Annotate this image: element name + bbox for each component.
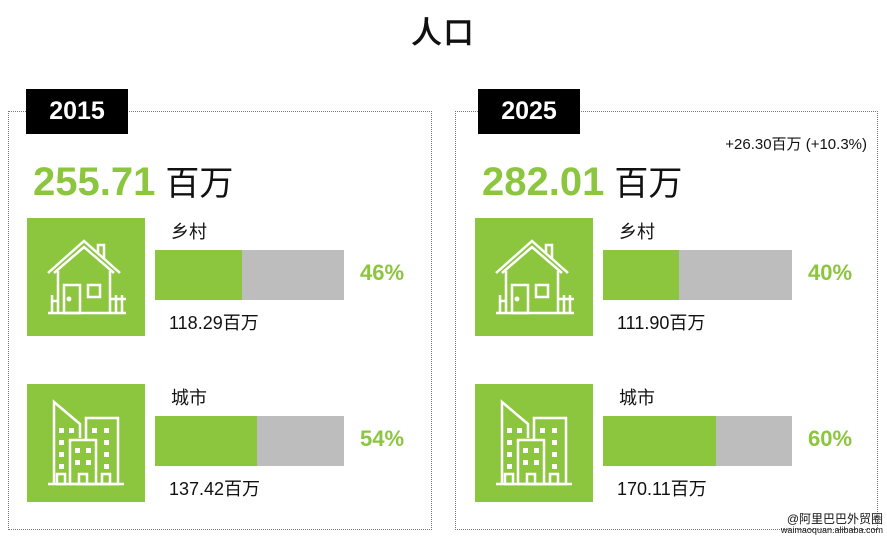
watermark-line1: @阿里巴巴外贸圈 xyxy=(786,511,883,526)
rural-label: 乡村 xyxy=(171,222,207,242)
total-population: 282.01 百万 xyxy=(482,156,682,205)
total-population: 255.71 百万 xyxy=(33,156,233,205)
house-icon xyxy=(475,218,593,336)
total-value: 282.01 xyxy=(482,160,605,204)
rural-percent: 46% xyxy=(360,260,405,285)
urban-percent: 54% xyxy=(360,426,405,451)
rural-value: 118.29百万 xyxy=(169,313,259,333)
total-unit: 百万 xyxy=(614,165,683,203)
panel-2025: 2025 +26.30百万 (+10.3%) 282.01 百万 xyxy=(455,89,878,530)
urban-bar-fill xyxy=(603,416,717,466)
rural-bar xyxy=(603,250,792,300)
urban-row: 城市 60% 170.11百万 xyxy=(475,384,875,502)
rural-label: 乡村 xyxy=(619,222,655,242)
urban-row: 城市 54% 137.42百万 xyxy=(27,384,427,502)
urban-label: 城市 xyxy=(619,388,655,408)
urban-value: 137.42百万 xyxy=(169,479,261,499)
urban-bar-fill xyxy=(155,416,258,466)
buildings-icon xyxy=(27,384,145,502)
total-value: 255.71 xyxy=(33,160,156,204)
rural-bar-fill xyxy=(603,250,679,300)
watermark: @阿里巴巴外贸圈 waimaoquan.alibaba.com xyxy=(781,513,883,535)
urban-bar xyxy=(603,416,792,466)
urban-percent: 60% xyxy=(808,426,853,451)
buildings-icon xyxy=(475,384,593,502)
rural-row: 乡村 46% 118.29百万 xyxy=(27,218,427,336)
rural-percent: 40% xyxy=(808,260,853,285)
urban-bar xyxy=(155,416,344,466)
rural-row: 乡村 40% 111.90百万 xyxy=(475,218,875,336)
watermark-line2: waimaoquan.alibaba.com xyxy=(780,524,883,535)
rural-bar-fill xyxy=(155,250,242,300)
change-annotation: +26.30百万 (+10.3%) xyxy=(725,136,867,153)
urban-value: 170.11百万 xyxy=(617,479,707,499)
panel-2015: 2015 255.71 百万 乡村 xyxy=(8,89,432,530)
rural-value: 111.90百万 xyxy=(617,313,706,333)
page-title: 人口 xyxy=(411,17,476,50)
total-unit: 百万 xyxy=(165,165,234,203)
house-icon xyxy=(27,218,145,336)
year-badge: 2015 xyxy=(26,89,128,134)
year-badge: 2025 xyxy=(478,89,580,134)
urban-label: 城市 xyxy=(171,388,207,408)
rural-bar xyxy=(155,250,344,300)
